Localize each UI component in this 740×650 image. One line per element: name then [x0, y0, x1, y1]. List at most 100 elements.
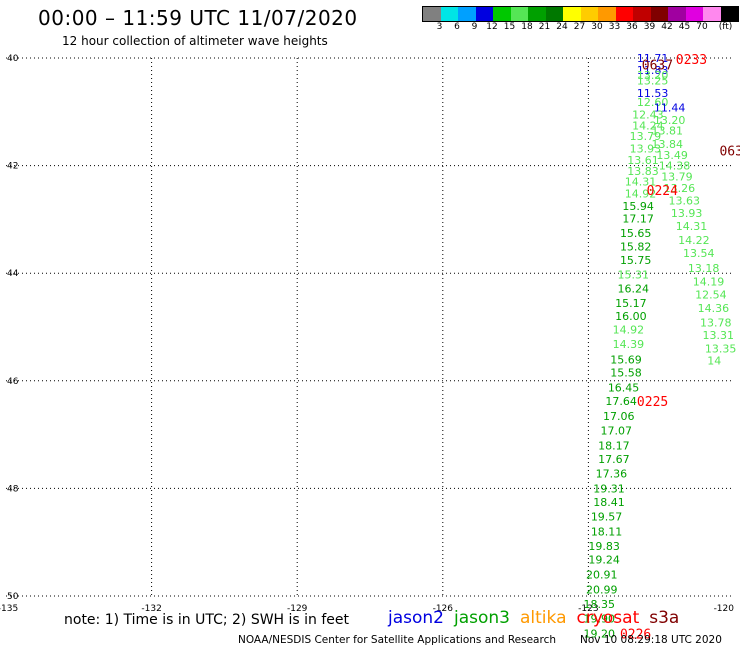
wave-height-value: 13.84 [651, 138, 683, 151]
wave-height-value: 16.24 [618, 282, 650, 295]
colorbar-label: 18 [521, 22, 533, 32]
lat-lon-grid [6, 57, 734, 597]
satellite-legend-jason2: jason2 [388, 608, 444, 628]
colorbar-label: 30 [591, 22, 603, 32]
colorbar-swatch [493, 7, 511, 21]
wave-height-value: 18.41 [593, 496, 625, 509]
wave-height-value: 14.19 [693, 275, 725, 288]
wave-height-value: 15.31 [618, 268, 650, 281]
wave-height-value: 18.17 [598, 439, 630, 452]
wave-height-value: 14.22 [678, 234, 710, 247]
colorbar-label: 36 [626, 22, 638, 32]
wave-height-value: 15.17 [615, 297, 647, 310]
generated-timestamp: Nov 10 08:29:18 UTC 2020 [580, 634, 722, 646]
wave-height-value: 19.57 [591, 510, 623, 523]
colorbar-label: 12 [486, 22, 498, 32]
wave-height-value: 13.83 [627, 165, 659, 178]
wave-height-value: 13.49 [656, 149, 688, 162]
wave-height-value: 14.31 [676, 220, 708, 233]
colorbar-swatch [598, 7, 616, 21]
x-tick-label: -132 [141, 604, 161, 614]
wave-height-value: 16.45 [608, 381, 640, 394]
colorbar-swatch [440, 7, 458, 21]
colorbar-swatch [528, 7, 546, 21]
wave-height-value: 11.44 [654, 101, 686, 114]
colorbar-swatch [685, 7, 703, 21]
wave-height-value: 19.31 [593, 482, 625, 495]
colorbar-label: 70 [696, 22, 708, 32]
satellite-legend-altika: altika [520, 608, 567, 628]
colorbar-label: 27 [573, 22, 586, 32]
wave-height-value: 12.60 [637, 96, 669, 109]
wave-height-value: 13.61 [627, 154, 659, 167]
pass-time-label: 0226 [620, 628, 651, 643]
x-tick-label: -120 [714, 604, 735, 614]
y-tick-label: 48 [7, 484, 19, 494]
pass-time-label: 0225 [637, 395, 668, 410]
colorbar-swatch [423, 7, 441, 21]
wave-height-value: 15.69 [610, 353, 642, 366]
y-tick-label: 46 [7, 377, 19, 387]
x-tick-label: -129 [287, 604, 308, 614]
wave-height-value: 15.94 [622, 200, 654, 213]
map-title: 00:00 – 11:59 UTC 11/07/2020 [38, 6, 358, 30]
wave-height-value: 14.36 [698, 302, 730, 315]
colorbar-swatch [615, 7, 633, 21]
colorbar-label: 21 [538, 22, 551, 32]
wave-height-value: 13.26 [664, 182, 696, 195]
wave-height-value: 17.64 [605, 395, 637, 408]
colorbar-label: (ft) [718, 22, 733, 32]
wave-height-value: 16.00 [615, 310, 647, 323]
wave-height-value: 14.31 [625, 176, 657, 189]
colorbar-label: 6 [454, 22, 460, 32]
pass-time-label: 0233 [676, 53, 707, 68]
wave-height-observations: 11.7111.8313.2013.2511.5312.6011.4412.43… [584, 52, 737, 641]
wave-height-value: 11.53 [637, 87, 669, 100]
colorbar-swatch [720, 7, 738, 21]
colorbar-swatch [668, 7, 686, 21]
wave-height-value: 12.43 [632, 108, 664, 121]
wave-height-value: 13.25 [637, 75, 669, 88]
wave-height-value: 19.20 [584, 628, 616, 641]
colorbar-label: 33 [608, 22, 621, 32]
x-tick-label: -123 [578, 604, 598, 614]
y-tick-label: 50 [7, 592, 19, 602]
wave-height-value: 17.06 [603, 410, 635, 423]
wave-height-value: 19.83 [588, 540, 620, 553]
wave-height-value: 15.82 [620, 240, 652, 253]
wave-height-value: 17.07 [601, 424, 633, 437]
colorbar-label: 45 [678, 22, 691, 32]
colorbar-swatch [458, 7, 476, 21]
colorbar-label: 15 [503, 22, 516, 32]
wave-height-value: 17.17 [622, 212, 654, 225]
wave-height-value: 15.75 [620, 254, 652, 267]
wave-height-value: 19.24 [588, 553, 620, 566]
wave-height-value: 13.93 [671, 207, 703, 220]
wave-height-value: 13.31 [702, 329, 734, 342]
units-note: note: 1) Time is in UTC; 2) SWH is in fe… [64, 612, 350, 628]
wave-height-colorbar [422, 6, 739, 22]
colorbar-swatch [563, 7, 581, 21]
x-tick-label: -126 [433, 604, 454, 614]
map-subtitle: 12 hour collection of altimeter wave hei… [62, 34, 328, 48]
wave-height-value: 13.93 [630, 142, 662, 155]
wave-height-value: 13.79 [630, 130, 662, 143]
wave-height-value: 15.58 [610, 367, 642, 380]
wave-height-value: 18.11 [591, 525, 623, 538]
y-tick-label: 44 [7, 269, 19, 279]
colorbar-swatch [650, 7, 668, 21]
wave-height-value: 11.71 [637, 52, 669, 65]
wave-height-value: 14.39 [613, 338, 645, 351]
source-credit: NOAA/NESDIS Center for Satellite Applica… [238, 634, 556, 646]
wave-height-value: 20.91 [586, 568, 618, 581]
pass-time-label: 0637 [642, 58, 673, 73]
y-tick-label: 42 [7, 162, 18, 172]
wave-height-value: 13.63 [668, 195, 700, 208]
wave-height-value: 12.54 [695, 289, 727, 302]
wave-height-value: 13.54 [683, 247, 715, 260]
wave-height-value: 13.81 [651, 125, 683, 138]
wave-height-value: 14.24 [632, 119, 664, 132]
colorbar-swatch [703, 7, 721, 21]
wave-height-value: 14.92 [613, 324, 645, 337]
